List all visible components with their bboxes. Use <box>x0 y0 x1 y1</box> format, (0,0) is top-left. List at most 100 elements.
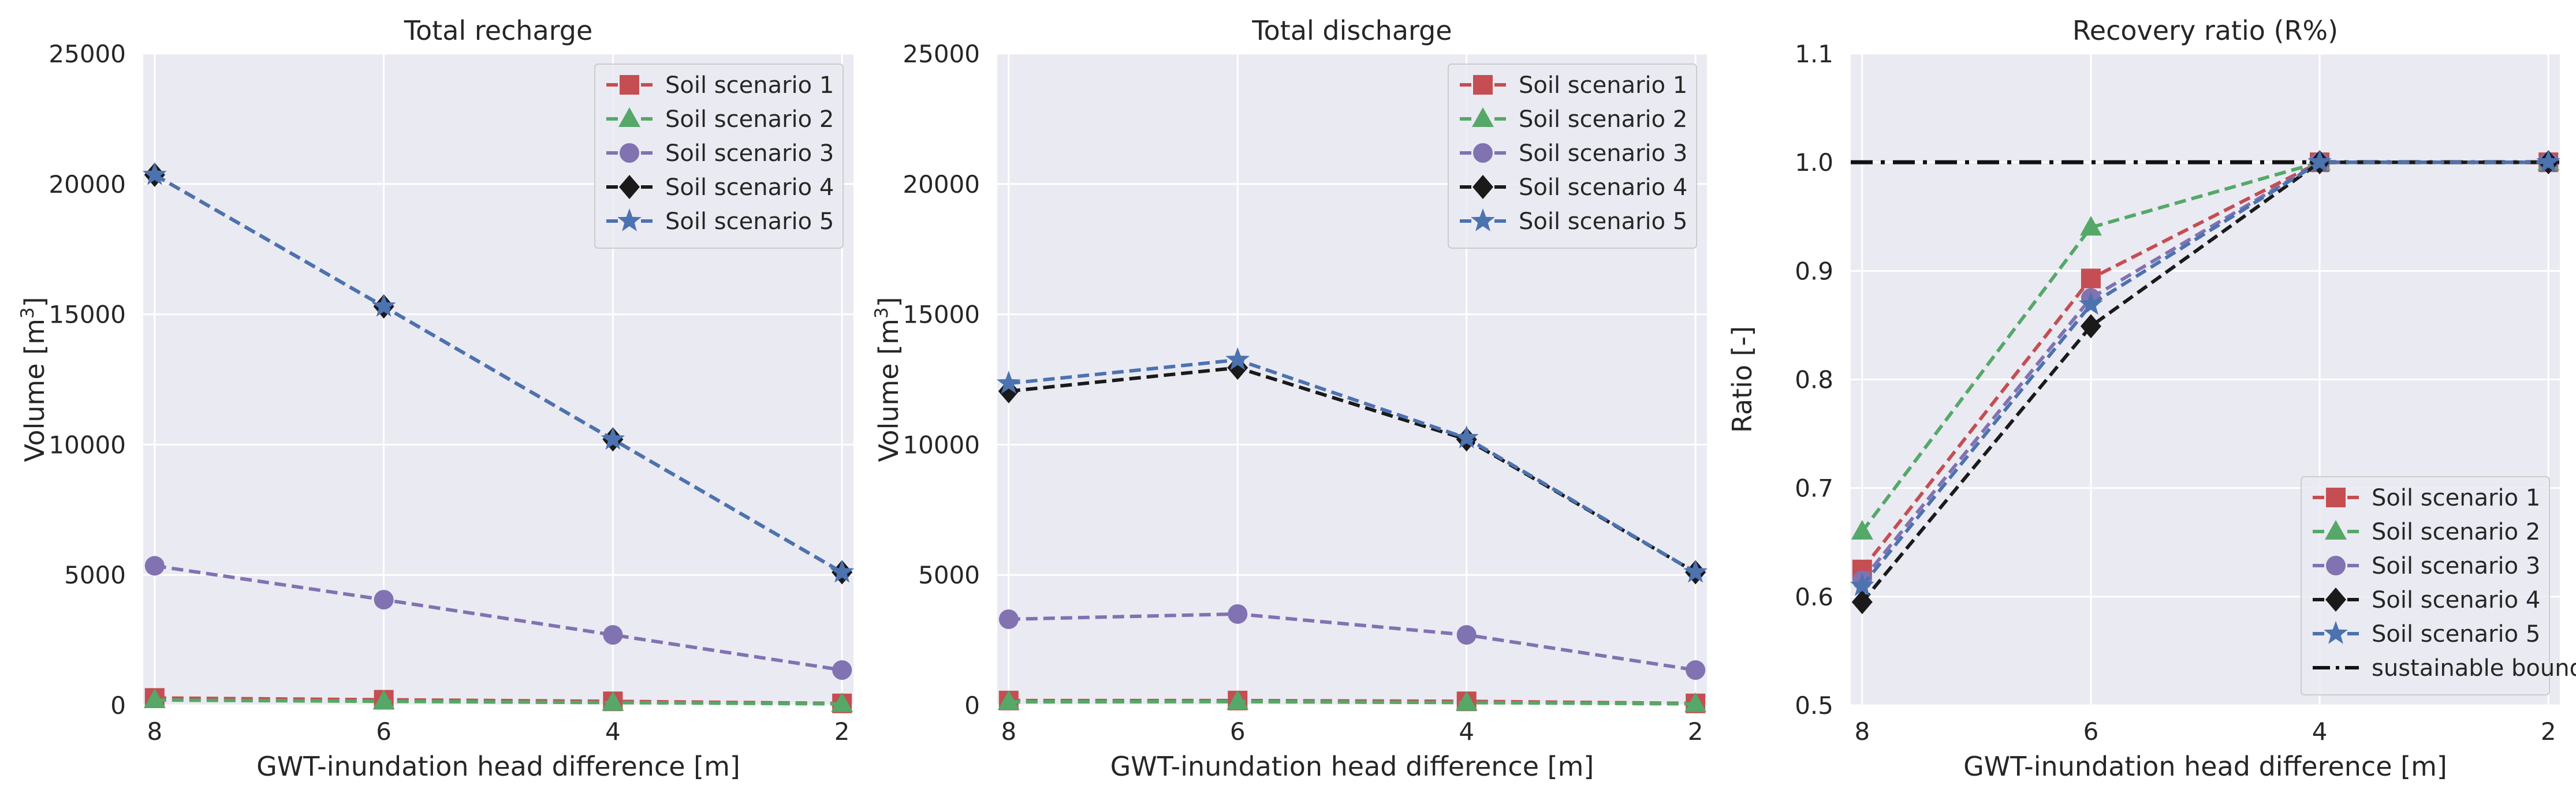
x-tick-label: 4 <box>1459 717 1474 746</box>
series-line-5 <box>1861 160 2549 587</box>
y-tick-label: 0.8 <box>1795 366 1833 394</box>
data-point <box>2307 149 2332 173</box>
legend-item: Soil scenario 3 <box>1460 140 1687 167</box>
legend-marker <box>2324 621 2348 644</box>
series-line-3 <box>154 564 842 672</box>
data-point <box>1228 604 1248 624</box>
legend-label: Soil scenario 3 <box>1519 140 1687 167</box>
x-tick-label: 2 <box>834 717 850 746</box>
legend-label: Soil scenario 2 <box>2372 519 2540 545</box>
legend-item: Soil scenario 2 <box>606 106 834 133</box>
data-point <box>1851 590 1873 615</box>
y-tick-label: 0.5 <box>1795 691 1833 720</box>
legend-label: Soil scenario 1 <box>2372 485 2540 511</box>
data-point <box>998 379 1019 403</box>
x-axis-label: GWT-inundation head difference [m] <box>1110 751 1594 782</box>
legend-marker <box>1473 143 1493 163</box>
chart-panel-1: 0 5000 10000 15000 20000 25000 8 6 4 2 Total recha… <box>17 15 855 782</box>
x-tick-label: 2 <box>1688 717 1703 746</box>
x-tick-label: 2 <box>2541 717 2556 746</box>
legend-item: Soil scenario 1 <box>606 72 834 99</box>
y-tick-label: 5000 <box>918 561 980 589</box>
series-line-5 <box>154 173 843 574</box>
chart-title: Total discharge <box>1251 15 1452 46</box>
y-tick-label: 15000 <box>903 301 980 329</box>
legend-marker <box>1472 107 1494 127</box>
legend-label: Soil scenario 5 <box>1519 208 1687 235</box>
data-point <box>143 688 166 708</box>
legend-item: Soil scenario 4 <box>606 174 834 201</box>
legend-marker <box>620 75 639 95</box>
legend-item: Soil scenario 1 <box>1460 72 1687 99</box>
legend-label: Soil scenario 2 <box>665 106 834 133</box>
legend-marker <box>618 107 640 127</box>
y-tick-label: 5000 <box>64 561 126 589</box>
chart-panel-3: 0.5 0.6 0.7 0.8 0.9 1.0 1.1 8 6 4 2 Recovery ratio … <box>1727 15 2576 782</box>
data-point <box>1227 690 1249 710</box>
data-point <box>1225 347 1250 371</box>
legend-label: Soil scenario 3 <box>665 140 834 167</box>
legend-item: Soil scenario 4 <box>2313 587 2540 613</box>
data-point <box>1850 573 1874 596</box>
legend-marker <box>1471 208 1495 231</box>
data-point <box>1851 519 1873 540</box>
data-point <box>1686 660 1706 680</box>
data-point <box>998 609 1019 629</box>
y-tick-label: 10000 <box>903 431 980 459</box>
legend-label: Soil scenario 4 <box>1519 174 1687 201</box>
chart-panel-2: 0 5000 10000 15000 20000 25000 8 6 4 2 Total disch… <box>871 15 1708 782</box>
y-tick-label: 20000 <box>903 170 980 199</box>
data-point <box>832 660 852 680</box>
data-point <box>372 690 395 710</box>
data-point <box>1456 625 1477 645</box>
legend-item: Soil scenario 1 <box>2313 485 2540 511</box>
y-axis-label: Volume [m3] <box>17 297 50 462</box>
legend-marker <box>1472 175 1493 199</box>
y-axis-label: Ratio [-] <box>1727 326 1758 433</box>
chart-title: Total recharge <box>404 15 593 46</box>
y-tick-label: 20000 <box>49 170 126 199</box>
x-axis-label: GWT-inundation head difference [m] <box>1963 751 2447 782</box>
legend-marker <box>1473 75 1493 95</box>
legend-label: Soil scenario 2 <box>1519 106 1687 133</box>
x-tick-label: 6 <box>376 717 392 746</box>
data-point <box>144 556 165 576</box>
data-point <box>2536 149 2561 173</box>
series-line-5 <box>1008 358 1697 574</box>
legend-label: Soil scenario 1 <box>1519 72 1687 99</box>
data-point <box>1684 692 1707 712</box>
legend-marker <box>2325 520 2347 540</box>
legend-marker <box>619 175 640 199</box>
legend-label: Soil scenario 5 <box>2372 621 2540 648</box>
legend: Soil scenario 1 Soil scenario 2 Soil scena… <box>2301 476 2576 695</box>
data-point <box>996 371 1021 394</box>
legend-marker <box>2325 588 2346 612</box>
legend-label: Soil scenario 1 <box>665 72 834 99</box>
data-point <box>603 625 623 645</box>
y-axis-label: Volume [m3] <box>871 297 904 462</box>
data-point <box>142 162 167 185</box>
legend-label: Soil scenario 4 <box>2372 587 2540 613</box>
y-tick-label: 25000 <box>49 40 126 68</box>
legend-box <box>1448 63 1697 249</box>
data-point <box>1454 425 1479 448</box>
data-point <box>2079 291 2103 315</box>
x-tick-label: 8 <box>1001 717 1016 746</box>
x-tick-label: 6 <box>1230 717 1246 746</box>
series-line-3 <box>1861 160 2549 582</box>
y-tick-label: 25000 <box>903 40 980 68</box>
series-line-3 <box>1008 612 1696 672</box>
x-tick-label: 8 <box>1854 717 1870 746</box>
series-line-4 <box>1008 366 1697 574</box>
legend-label: Soil scenario 5 <box>665 208 834 235</box>
legend-label: Soil scenario 4 <box>665 174 834 201</box>
x-tick-label: 4 <box>605 717 621 746</box>
data-point <box>2079 216 2102 236</box>
x-tick-label: 8 <box>147 717 162 746</box>
data-point <box>997 690 1020 710</box>
x-axis-label: GWT-inundation head difference [m] <box>256 751 740 782</box>
legend-item: Soil scenario 3 <box>606 140 834 167</box>
series-line-2 <box>154 698 842 706</box>
